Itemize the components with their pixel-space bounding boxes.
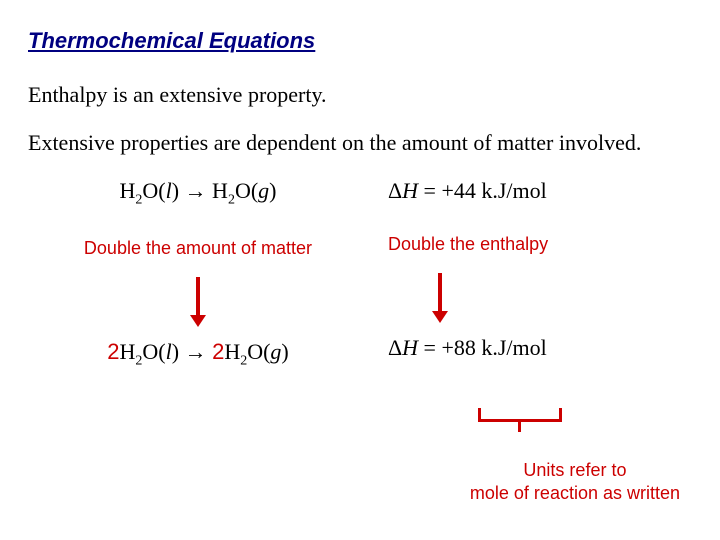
- eq2-a: H: [120, 339, 136, 364]
- right-column: ΔH = +44 k.J/mol Double the enthalpy ΔH …: [368, 178, 668, 370]
- eq2-f: ): [281, 339, 288, 364]
- left-caption: Double the amount of matter: [84, 238, 312, 259]
- dh2-rest: = +88 k.J/mol: [418, 335, 547, 360]
- dh1-h: H: [402, 178, 418, 203]
- right-caption: Double the enthalpy: [388, 234, 548, 255]
- eq1-sub2: 2: [228, 192, 235, 207]
- dh2-delta: Δ: [388, 335, 402, 360]
- unit-note-line-2: mole of reaction as written: [470, 482, 680, 505]
- left-column: H2O(l) → H2O(g) Double the amount of mat…: [28, 178, 368, 370]
- unit-note-line-1: Units refer to: [470, 459, 680, 482]
- eq1-mid2: ) → H: [172, 178, 228, 203]
- eq1-phase2: g: [258, 178, 269, 203]
- unit-bracket-tick-icon: [518, 420, 521, 432]
- content-columns: H2O(l) → H2O(g) Double the amount of mat…: [28, 178, 692, 370]
- dh2-h: H: [402, 335, 418, 360]
- body-line-2: Extensive properties are dependent on th…: [28, 130, 692, 156]
- equation-2: 2H2O(l) → 2H2O(g): [107, 339, 289, 369]
- eq1-mid3: O(: [235, 178, 258, 203]
- body-line-1: Enthalpy is an extensive property.: [28, 82, 692, 108]
- eq2-coef-a: 2: [107, 339, 119, 364]
- down-arrow-icon: [196, 277, 200, 317]
- equation-1: H2O(l) → H2O(g): [120, 178, 277, 208]
- slide-title: Thermochemical Equations: [28, 28, 692, 54]
- eq2-phase2: g: [270, 339, 281, 364]
- eq2-c: ) →: [172, 339, 212, 364]
- eq2-d: H: [224, 339, 240, 364]
- eq1-end: ): [269, 178, 276, 203]
- dh1-delta: Δ: [388, 178, 402, 203]
- delta-h-1: ΔH = +44 k.J/mol: [388, 178, 547, 204]
- delta-h-2: ΔH = +88 k.J/mol: [388, 335, 547, 361]
- eq2-coef-b: 2: [212, 339, 224, 364]
- eq2-e: O(: [247, 339, 270, 364]
- eq2-b: O(: [142, 339, 165, 364]
- dh1-rest: = +44 k.J/mol: [418, 178, 547, 203]
- eq1-mid1: O(: [142, 178, 165, 203]
- down-arrow-icon: [438, 273, 442, 313]
- eq1-h: H: [120, 178, 136, 203]
- unit-note: Units refer to mole of reaction as writt…: [470, 459, 680, 504]
